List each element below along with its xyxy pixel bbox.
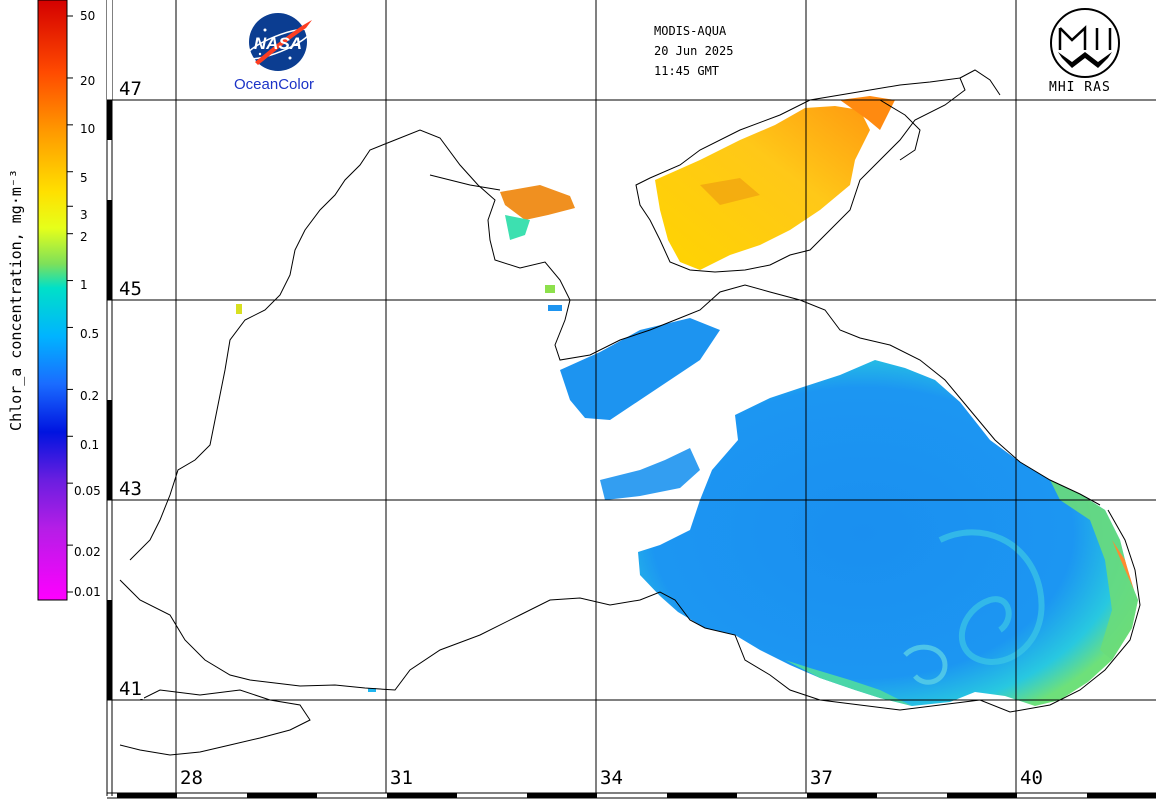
nasa-wordmark: NASA [254,34,302,53]
image-time: 11:45 GMT [654,64,720,78]
colorbar-tick-label: 50 [80,9,96,23]
colorbar-tick-label: 3 [80,208,88,222]
longitude-label: 34 [598,767,625,789]
longitude-label: 40 [1018,767,1045,789]
sensor-name: MODIS-AQUA [654,24,727,38]
lat-lon-grid [107,0,1156,793]
colorbar-gradient [37,0,68,601]
colorbar-tick-label: 10 [80,122,96,136]
sea-chlorophyll-field [368,285,1138,706]
latitude-label: 43 [117,478,144,500]
image-date: 20 Jun 2025 [654,44,734,58]
latitude-label: 47 [117,78,144,100]
longitude-label: 31 [388,767,415,789]
frame-scale-bottom [107,792,1156,799]
latitude-label: 45 [117,278,144,300]
colorbar-ticks [67,15,73,593]
colorbar-tick-label: 0.1 [80,438,100,452]
oceancolor-caption: OceanColor [234,76,315,93]
colorbar-tick-label: 20 [80,74,96,88]
colorbar-tick-label: 0.05 [74,484,101,498]
colorbar-tick-label: 0.01 [74,585,101,599]
longitude-label: 28 [178,767,205,789]
colorbar-tick-label: 0.2 [80,389,100,403]
longitude-label: 37 [808,767,835,789]
colorbar-tick-label: 2 [80,230,88,244]
coastline [110,69,1141,756]
mhi-ras-caption: MHI RAS [1049,80,1111,95]
mhi-ras-logo-icon [1050,8,1120,78]
azov-chlorophyll-field [236,96,895,314]
colorbar-tick-label: 0.02 [74,545,101,559]
colorbar-tick-label: 1 [80,278,88,292]
latitude-label: 41 [117,678,144,700]
frame-scale-left [106,0,113,796]
colorbar-tick-label: 0.5 [80,327,100,341]
colorbar-title: Chlor_a concentration, mg·m⁻³ [7,169,25,431]
nasa-logo-icon: NASA [245,13,312,71]
colorbar-tick-label: 5 [80,171,88,185]
